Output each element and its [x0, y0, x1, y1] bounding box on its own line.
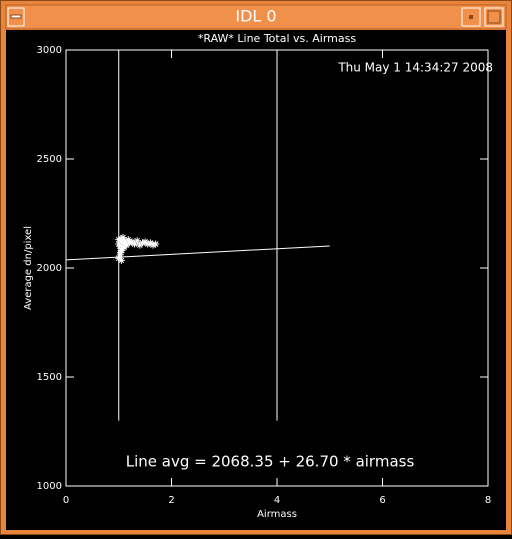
y-tick-label: 1500 — [37, 372, 62, 383]
x-axis-label: Airmass — [257, 509, 297, 520]
scatter-point — [121, 237, 129, 245]
x-tick-label: 4 — [274, 495, 280, 506]
scatter-point — [119, 233, 127, 241]
scatter-point — [116, 251, 124, 259]
scatter-point — [138, 239, 146, 247]
y-tick-label: 2500 — [37, 154, 62, 165]
scatter-point — [117, 235, 125, 243]
y-axis-label: Average dn/pixel — [23, 226, 34, 310]
x-tick-label: 0 — [63, 495, 69, 506]
fit-annotation: Line avg = 2068.35 + 26.70 * airmass — [126, 453, 415, 471]
date-annotation: Thu May 1 14:34:27 2008 — [337, 61, 493, 75]
minimize-icon — [469, 15, 473, 19]
line — [65, 245, 330, 261]
title-bar[interactable] — [5, 4, 507, 30]
scatter-point — [125, 239, 133, 247]
scatter-point — [149, 241, 157, 249]
chart-title: *RAW* Line Total vs. Airmass — [198, 32, 356, 45]
maximize-button[interactable] — [484, 7, 504, 27]
y-tick-label: 1000 — [37, 481, 62, 492]
scatter-point — [131, 240, 139, 248]
scatter-point — [118, 247, 126, 255]
scatter-point — [152, 240, 160, 248]
menu-icon — [10, 14, 22, 19]
scatter-point — [144, 240, 152, 248]
scatter-point — [133, 237, 141, 245]
plot: *RAW* Line Total vs. Airmass Thu May 1 1… — [23, 32, 493, 520]
x-tick-label: 8 — [485, 495, 491, 506]
window-title: IDL 0 — [235, 7, 276, 26]
scatter-point — [124, 236, 132, 244]
x-tick-label: 6 — [379, 495, 385, 506]
scatter-point — [117, 256, 125, 264]
scatter-point — [120, 243, 128, 251]
plot-window — [6, 30, 506, 530]
y-tick-label: 3000 — [37, 45, 62, 56]
y-tick-label: 2000 — [37, 263, 62, 274]
maximize-icon — [487, 10, 501, 24]
x-tick-label: 2 — [168, 495, 174, 506]
